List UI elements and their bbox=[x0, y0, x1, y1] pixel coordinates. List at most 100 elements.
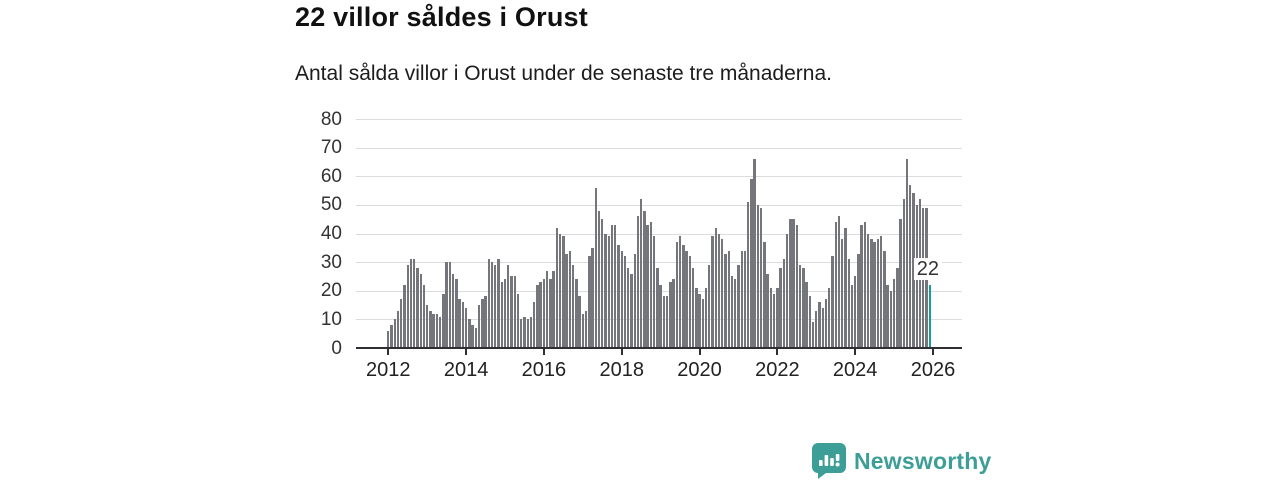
bar bbox=[455, 279, 458, 348]
bar bbox=[422, 285, 426, 348]
bar bbox=[672, 279, 675, 348]
bar bbox=[409, 259, 413, 348]
y-axis-tick-label: 20 bbox=[320, 280, 342, 302]
bar bbox=[789, 219, 792, 348]
bar bbox=[513, 276, 516, 348]
bar bbox=[461, 302, 465, 348]
bar bbox=[639, 199, 643, 348]
bar bbox=[497, 259, 500, 348]
bar bbox=[387, 330, 390, 348]
bar bbox=[484, 296, 487, 348]
bar bbox=[636, 216, 640, 348]
x-axis-tick-label: 2012 bbox=[366, 359, 411, 381]
bar bbox=[620, 250, 623, 348]
bar bbox=[847, 259, 850, 348]
bar bbox=[795, 224, 799, 348]
newsworthy-logo[interactable]: Newsworthy bbox=[812, 443, 991, 479]
bar bbox=[565, 253, 568, 348]
bar bbox=[821, 307, 824, 348]
x-axis-tick bbox=[387, 349, 390, 355]
bar bbox=[815, 310, 818, 348]
bar bbox=[896, 267, 899, 348]
bar bbox=[685, 250, 688, 348]
bar bbox=[811, 322, 815, 348]
bar bbox=[419, 273, 422, 348]
bar bbox=[614, 224, 617, 348]
bar bbox=[850, 285, 854, 348]
highlight-bar-latest bbox=[928, 285, 931, 348]
x-axis-tick bbox=[465, 349, 468, 355]
bar bbox=[844, 227, 847, 348]
bar bbox=[403, 285, 406, 348]
bar bbox=[630, 273, 633, 348]
bar bbox=[390, 325, 393, 348]
x-axis-tick bbox=[620, 349, 623, 355]
y-axis-tick-label: 80 bbox=[320, 108, 342, 130]
bar bbox=[406, 264, 409, 348]
bar bbox=[426, 305, 429, 348]
x-axis-tick bbox=[854, 349, 857, 355]
gridline-y40 bbox=[356, 233, 962, 235]
bar bbox=[429, 310, 432, 348]
bar bbox=[552, 270, 555, 348]
x-axis-tick bbox=[776, 349, 779, 355]
bar bbox=[785, 233, 789, 348]
bar bbox=[753, 159, 756, 348]
gridline-y20 bbox=[356, 290, 962, 292]
bar bbox=[584, 310, 588, 348]
y-axis-tick-label: 60 bbox=[320, 165, 342, 187]
bar bbox=[435, 313, 439, 348]
bar bbox=[652, 236, 656, 348]
bar bbox=[458, 299, 461, 348]
bar bbox=[721, 239, 724, 348]
bar bbox=[724, 253, 727, 348]
bar bbox=[889, 290, 893, 348]
y-axis-tick-label: 40 bbox=[320, 223, 342, 244]
bar bbox=[828, 287, 831, 348]
bar bbox=[682, 244, 685, 348]
bar bbox=[536, 285, 539, 348]
x-axis-tick-label: 2016 bbox=[521, 359, 567, 381]
x-axis-tick-label: 2022 bbox=[755, 359, 800, 381]
bar bbox=[526, 319, 529, 348]
bar bbox=[883, 250, 886, 348]
bar bbox=[623, 256, 627, 348]
y-axis-tick-label: 10 bbox=[320, 308, 342, 330]
x-axis-tick-label: 2026 bbox=[910, 359, 956, 381]
x-axis-tick-label: 2014 bbox=[443, 359, 489, 381]
bar bbox=[490, 262, 494, 348]
page-title: 22 villor såldes i Orust bbox=[295, 2, 588, 32]
bar bbox=[860, 224, 863, 348]
x-axis-tick-label: 2018 bbox=[599, 359, 644, 381]
gridline-y80 bbox=[356, 119, 962, 120]
x-axis-line bbox=[356, 347, 962, 349]
gridline-y30 bbox=[356, 262, 962, 264]
bar bbox=[393, 319, 396, 348]
bar bbox=[873, 242, 876, 348]
y-axis-tick-label: 50 bbox=[320, 194, 342, 216]
bar bbox=[575, 279, 578, 348]
bar bbox=[769, 287, 773, 348]
bar bbox=[701, 299, 704, 348]
bar bbox=[841, 239, 844, 348]
bar bbox=[516, 293, 520, 348]
bar bbox=[633, 253, 636, 348]
bar bbox=[520, 319, 523, 348]
bar bbox=[743, 250, 747, 348]
bar bbox=[545, 270, 549, 348]
bar bbox=[503, 279, 507, 348]
bar bbox=[448, 262, 452, 348]
bar bbox=[591, 247, 594, 348]
bar bbox=[792, 219, 795, 348]
bar bbox=[507, 264, 510, 348]
bar bbox=[737, 264, 740, 348]
bar bbox=[578, 296, 581, 348]
bar bbox=[905, 159, 909, 348]
bar bbox=[510, 276, 513, 348]
bar bbox=[902, 199, 905, 348]
bar bbox=[649, 222, 653, 348]
bar bbox=[481, 299, 484, 348]
bar bbox=[678, 236, 682, 348]
bar bbox=[432, 313, 435, 348]
bar bbox=[837, 216, 841, 348]
